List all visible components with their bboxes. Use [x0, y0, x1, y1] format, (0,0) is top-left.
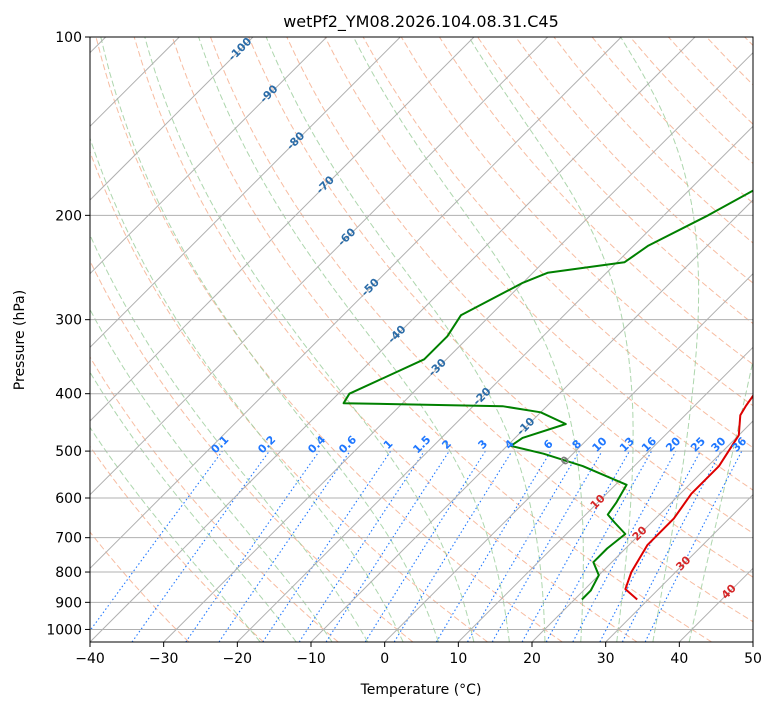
isotherm-line — [90, 37, 254, 201]
dry-adiabat — [90, 356, 339, 642]
y-tick-label: 300 — [55, 313, 82, 329]
x-axis-ticks: −40 −30 −20 −10 0 10 20 30 40 50 — [75, 642, 762, 667]
y-axis-ticks: 100 200 300 400 500 600 700 800 900 1000 — [46, 30, 90, 638]
mixing-ratio-line — [262, 450, 392, 642]
isotherm-line — [605, 493, 753, 642]
dewpoint-line — [342, 189, 753, 601]
y-tick-label: 700 — [55, 531, 82, 547]
y-tick-label: 400 — [55, 387, 82, 403]
dry-adiabat — [90, 150, 488, 642]
dry-adiabat — [90, 445, 264, 642]
y-tick-label: 100 — [55, 30, 82, 46]
isotherm-line — [236, 125, 753, 642]
moist-adiabat — [198, 37, 510, 642]
plot-area: -100-90-80-70-60-50-40-30-20-10010203040… — [90, 37, 753, 642]
isotherm-line — [90, 37, 622, 570]
mixing-ratio-line — [131, 450, 270, 642]
x-tick-label: −10 — [296, 651, 326, 667]
x-tick-label: 10 — [449, 651, 467, 667]
mixing-ratio-lines — [90, 450, 743, 642]
y-tick-label: 200 — [55, 208, 82, 224]
dry-adiabat — [210, 37, 753, 623]
dry-adiabat — [171, 37, 712, 642]
isotherm-line — [90, 37, 401, 349]
isotherm-line — [90, 37, 549, 496]
isotherm-line — [310, 199, 753, 642]
x-tick-label: −40 — [75, 651, 105, 667]
mixing-ratio-line — [298, 450, 425, 642]
x-axis-label: Temperature (°C) — [360, 682, 482, 698]
x-tick-label: 20 — [523, 651, 541, 667]
pressure-gridlines — [90, 37, 753, 630]
profile-lines — [342, 189, 753, 601]
isotherm-line — [384, 272, 753, 642]
moist-adiabat — [353, 37, 584, 642]
x-tick-label: −20 — [223, 651, 253, 667]
mixing-ratio-line — [545, 450, 653, 642]
y-tick-label: 1000 — [46, 622, 82, 638]
moist-adiabat — [265, 37, 546, 642]
dry-adiabats — [90, 37, 753, 642]
x-tick-label: 0 — [380, 651, 389, 667]
y-tick-label: 800 — [55, 565, 82, 581]
dry-adiabat — [248, 37, 753, 578]
dry-adiabat — [133, 37, 638, 642]
dry-adiabat — [95, 37, 563, 642]
isotherm-line — [163, 51, 753, 642]
isotherm-line — [90, 37, 696, 642]
x-tick-label: 40 — [670, 651, 688, 667]
x-tick-label: 50 — [744, 651, 762, 667]
mixing-ratio-line — [393, 450, 513, 642]
y-tick-label: 500 — [55, 444, 82, 460]
x-tick-label: −30 — [149, 651, 179, 667]
mixing-ratio-line — [90, 450, 223, 632]
temperature-line — [624, 394, 753, 601]
isotherm-line — [90, 37, 475, 422]
skewed-isotherms — [90, 37, 753, 642]
isotherm-line — [90, 37, 328, 275]
dry-adiabat — [400, 37, 753, 407]
moist-adiabat — [90, 371, 297, 642]
moist-adiabat — [144, 37, 475, 642]
dry-adiabat — [438, 37, 753, 366]
mixing-ratio-line — [572, 450, 677, 642]
isotherm-line — [531, 420, 753, 642]
mixing-ratio-line — [644, 450, 743, 642]
mixing-ratio-line — [185, 450, 320, 642]
isotherm-line — [457, 346, 753, 642]
moist-adiabat — [100, 37, 439, 642]
chart-title: wetPf2_YM08.2026.104.08.31.C45 — [283, 12, 559, 32]
mixing-ratio-line — [325, 450, 450, 642]
dry-adiabat — [90, 531, 190, 642]
mixing-ratio-line — [521, 450, 630, 642]
dry-adiabat — [515, 37, 753, 284]
moist-adiabat — [90, 136, 404, 642]
y-tick-label: 900 — [55, 595, 82, 611]
moist-adiabat — [90, 233, 369, 642]
moist-adiabat — [90, 426, 261, 642]
y-axis-label: Pressure (hPa) — [12, 290, 28, 390]
moist-adiabat — [688, 358, 753, 642]
mixing-ratio-line — [218, 450, 351, 642]
plot-frame — [89, 36, 754, 643]
moist-adiabat — [620, 37, 700, 642]
y-tick-label: 600 — [55, 491, 82, 507]
x-tick-label: 30 — [597, 651, 615, 667]
